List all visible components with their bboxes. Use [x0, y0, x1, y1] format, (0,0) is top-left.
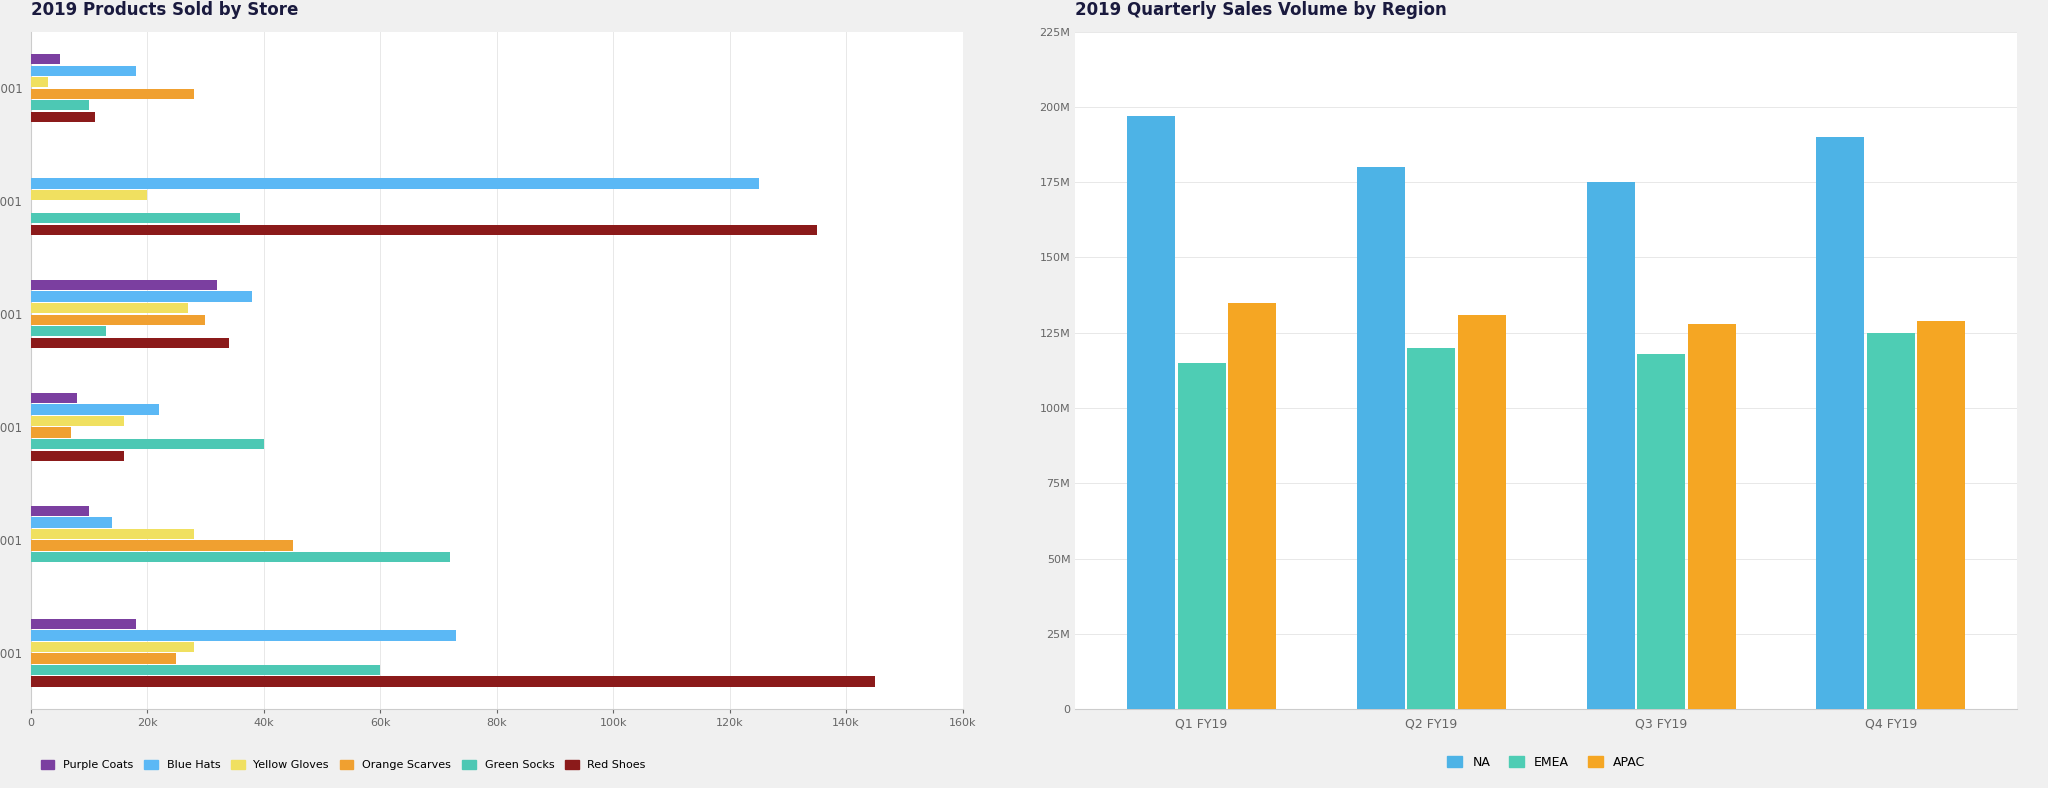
Bar: [31, 112, 94, 122]
Bar: [31, 404, 160, 414]
Legend: NA, EMEA, APAC: NA, EMEA, APAC: [1442, 751, 1651, 774]
Bar: [31, 641, 195, 652]
Bar: [31, 630, 457, 641]
Bar: [31, 303, 188, 314]
Bar: [31, 393, 78, 403]
Bar: [31, 326, 106, 336]
Text: 2019 Quarterly Sales Volume by Region: 2019 Quarterly Sales Volume by Region: [1075, 1, 1448, 19]
Bar: [1178, 362, 1225, 709]
Bar: [31, 190, 147, 200]
Bar: [31, 337, 229, 348]
Bar: [1636, 354, 1686, 709]
Bar: [31, 619, 135, 629]
Bar: [31, 653, 176, 663]
Bar: [31, 100, 88, 110]
Bar: [31, 529, 195, 539]
Bar: [31, 77, 49, 87]
Bar: [31, 292, 252, 302]
Bar: [1587, 182, 1634, 709]
Bar: [31, 517, 113, 528]
Bar: [1407, 348, 1456, 709]
Bar: [1126, 116, 1176, 709]
Bar: [31, 88, 195, 99]
Bar: [31, 676, 874, 686]
Bar: [1356, 167, 1405, 709]
Bar: [31, 213, 240, 224]
Bar: [31, 541, 293, 551]
Bar: [31, 451, 123, 461]
Bar: [31, 54, 59, 65]
Bar: [1817, 137, 1864, 709]
Bar: [31, 65, 135, 76]
Legend: Purple Coats, Blue Hats, Yellow Gloves, Orange Scarves, Green Socks, Red Shoes: Purple Coats, Blue Hats, Yellow Gloves, …: [37, 755, 651, 775]
Bar: [31, 280, 217, 290]
Bar: [31, 665, 381, 675]
Bar: [1688, 324, 1737, 709]
Bar: [31, 314, 205, 325]
Bar: [1458, 314, 1505, 709]
Bar: [1917, 321, 1966, 709]
Bar: [31, 506, 88, 516]
Text: 2019 Products Sold by Store: 2019 Products Sold by Store: [31, 1, 299, 19]
Bar: [31, 552, 451, 563]
Bar: [31, 439, 264, 449]
Bar: [1868, 333, 1915, 709]
Bar: [31, 427, 72, 438]
Bar: [1229, 303, 1276, 709]
Bar: [31, 416, 123, 426]
Bar: [31, 225, 817, 235]
Bar: [31, 178, 758, 189]
